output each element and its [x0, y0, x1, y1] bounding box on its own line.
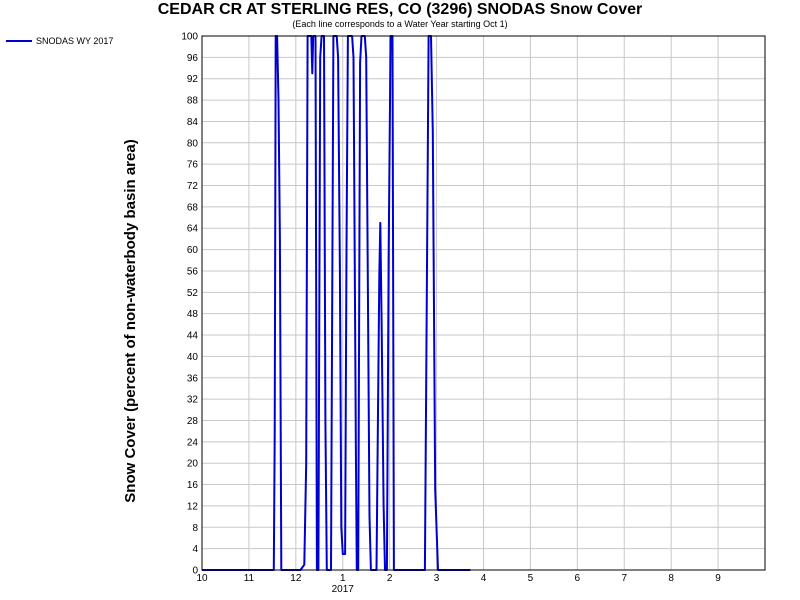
y-tick-label: 76	[187, 160, 199, 171]
x-tick-label: 1	[340, 573, 346, 584]
x-tick-label: 8	[668, 573, 674, 584]
y-tick-label: 0	[192, 566, 198, 577]
legend-label: SNODAS WY 2017	[36, 36, 114, 46]
x-tick-label: 11	[244, 573, 255, 584]
y-tick-label: 60	[187, 245, 199, 256]
series-group	[202, 35, 471, 571]
y-tick-label: 88	[187, 96, 199, 107]
y-tick-label: 40	[187, 352, 199, 363]
x-tick-label: 12	[290, 573, 302, 584]
x-tick-label: 5	[528, 573, 534, 584]
y-tick-label: 64	[187, 224, 199, 235]
x-tick-label: 9	[715, 573, 721, 584]
x-year-label: 2017	[332, 584, 355, 595]
y-tick-label: 12	[187, 501, 199, 512]
y-tick-label: 20	[187, 459, 199, 470]
chart-legend: SNODAS WY 2017	[6, 36, 113, 46]
series-line	[202, 35, 471, 571]
y-tick-label: 84	[187, 117, 199, 128]
y-tick-label: 80	[187, 138, 199, 149]
chart-title: CEDAR CR AT STERLING RES, CO (3296) SNOD…	[157, 1, 643, 18]
x-tick-label: 7	[621, 573, 627, 584]
y-tick-label: 92	[187, 74, 199, 85]
y-tick-label: 72	[187, 181, 199, 192]
y-tick-label: 48	[187, 309, 199, 320]
legend-swatch	[6, 40, 32, 42]
y-tick-label: 96	[187, 53, 199, 64]
y-tick-label: 44	[187, 331, 199, 342]
y-axis-label: Snow Cover (percent of non-waterbody bas…	[122, 139, 139, 502]
chart-subtitle: (Each line corresponds to a Water Year s…	[292, 19, 508, 29]
y-tick-label: 100	[181, 32, 198, 43]
y-tick-label: 28	[187, 416, 199, 427]
x-tick-label: 2	[387, 573, 393, 584]
x-tick-label: 4	[481, 573, 487, 584]
x-tick-label: 3	[434, 573, 440, 584]
grid	[201, 35, 765, 571]
x-tick-label: 6	[575, 573, 581, 584]
y-tick-label: 36	[187, 373, 199, 384]
y-tick-label: 56	[187, 266, 199, 277]
y-tick-label: 32	[187, 395, 199, 406]
y-tick-label: 68	[187, 202, 199, 213]
y-tick-label: 52	[187, 288, 199, 299]
y-tick-label: 16	[187, 480, 199, 491]
y-axis: 0481216202428323640444852566064687276808…	[181, 32, 198, 577]
y-tick-label: 24	[187, 437, 199, 448]
x-tick-label: 10	[196, 573, 208, 584]
y-tick-label: 8	[192, 523, 198, 534]
y-tick-label: 4	[192, 544, 198, 555]
plot-frame	[201, 35, 766, 571]
